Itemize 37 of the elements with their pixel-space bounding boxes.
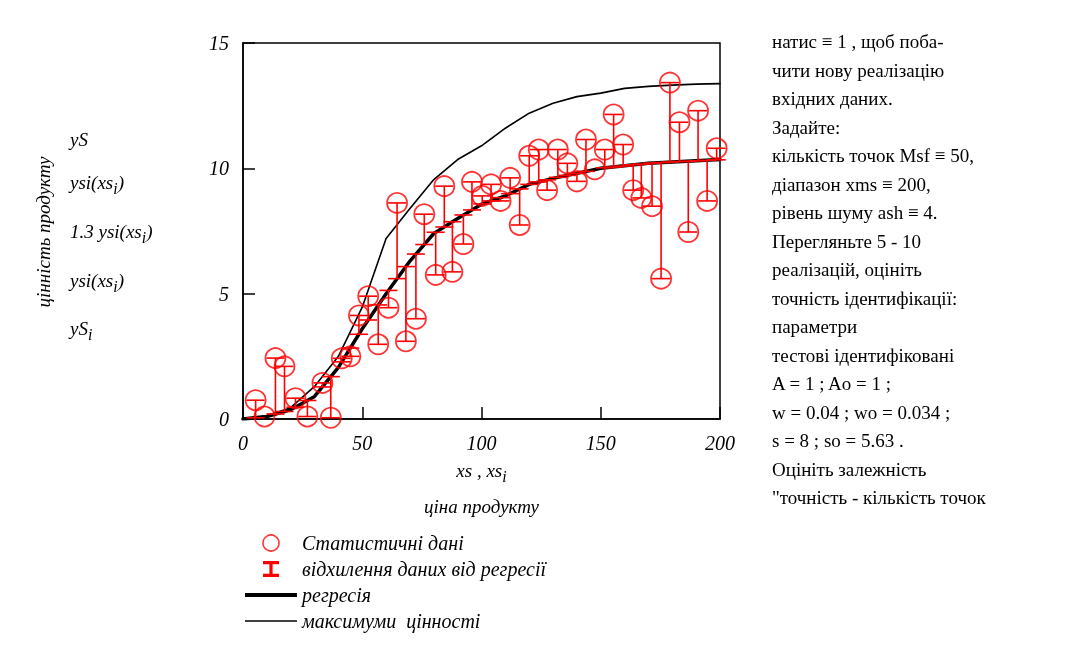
- text: Задайте:: [772, 115, 842, 140]
- text: точність ідентифікації:: [772, 286, 959, 311]
- y-tick-label: 5: [219, 282, 229, 305]
- text: чити нову реалізацію: [772, 58, 946, 83]
- x-tick-label: 0: [238, 432, 248, 454]
- text: ysi(xs$_{i}$): [70, 268, 125, 297]
- text: yS: [70, 128, 89, 152]
- text: ysi(xs$_{i}$): [70, 171, 125, 199]
- x-tick-label: 100: [466, 432, 497, 454]
- legend-label: максимуми цінності: [301, 610, 481, 633]
- x-tick-label: 150: [585, 432, 616, 454]
- text: кількість точок Msf ≡ 50,: [772, 144, 975, 168]
- y-tick-label: 0: [219, 408, 229, 430]
- text: реалізацій, оцініть: [772, 258, 923, 282]
- text: yS$_{i}$: [70, 317, 94, 346]
- text: діапазон xms ≡ 200,: [772, 172, 932, 197]
- text: відхилення даних від регресії: [302, 558, 548, 581]
- text: натис ≡ 1 , щоб поба-: [772, 30, 945, 54]
- text: w = 0.04 ; wo = 0.034 ;: [772, 400, 952, 425]
- text: тестові ідентифіковані: [772, 343, 956, 368]
- text: A = 1 ; Ao = 1 ;: [772, 372, 893, 396]
- text: s = 8 ; so = 5.63 .: [772, 429, 905, 453]
- y-tick-label: 10: [209, 157, 229, 180]
- text: параметри: [772, 315, 859, 339]
- y-tick-label: 15: [209, 32, 229, 54]
- x-tick-label: 200: [705, 432, 735, 454]
- text: Оцініть залежність: [772, 457, 928, 482]
- text: 1.3 ysi(xs$_{i}$): [70, 219, 153, 248]
- x-axis-title: xs , xs$_{i}$ ціна продукту: [423, 459, 540, 519]
- text: Перегляньте 5 - 10: [772, 229, 923, 254]
- text: "точність - кількість точок: [772, 486, 987, 510]
- legend-label: регресія: [300, 584, 372, 607]
- x-tick-label: 50: [352, 432, 373, 454]
- text: цінність продукту: [33, 156, 55, 308]
- text: вхідних даних.: [772, 87, 894, 111]
- legend-label: Статистичні дані: [302, 532, 464, 554]
- text: рівень шуму ash ≡ 4.: [772, 201, 939, 225]
